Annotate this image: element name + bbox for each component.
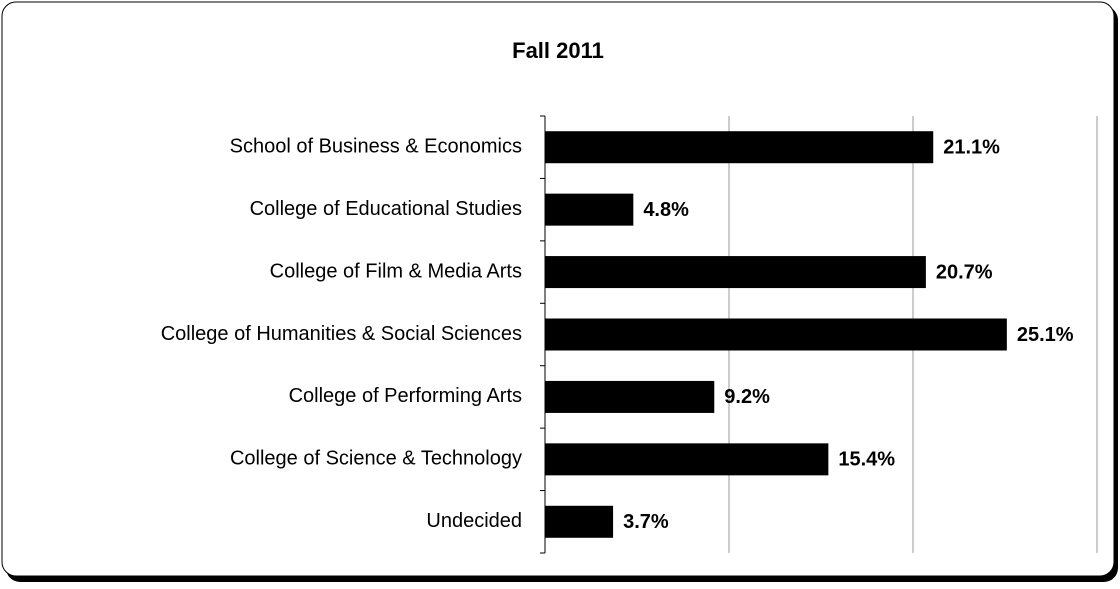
value-label: 20.7% (936, 261, 993, 283)
category-label: School of Business & Economics (230, 135, 522, 157)
value-label: 15.4% (838, 449, 895, 471)
category-label: College of Film & Media Arts (270, 260, 522, 282)
value-label: 3.7% (623, 511, 669, 533)
bar (545, 505, 614, 538)
category-label: College of Educational Studies (250, 198, 522, 220)
category-label: College of Performing Arts (289, 385, 522, 407)
category-label: College of Humanities & Social Sciences (161, 323, 522, 345)
bar (545, 380, 715, 413)
bar (545, 256, 926, 289)
chart-title: Fall 2011 (512, 38, 604, 63)
value-label: 25.1% (1017, 324, 1074, 346)
frame (1, 1, 1115, 577)
category-label: Undecided (426, 510, 522, 532)
bar (545, 443, 829, 476)
value-label: 9.2% (724, 386, 770, 408)
bar (545, 318, 1007, 351)
category-label: College of Science & Technology (230, 448, 522, 470)
value-label: 21.1% (943, 136, 1000, 158)
value-label: 4.8% (643, 199, 689, 221)
bar (545, 193, 634, 226)
bar (545, 131, 934, 164)
